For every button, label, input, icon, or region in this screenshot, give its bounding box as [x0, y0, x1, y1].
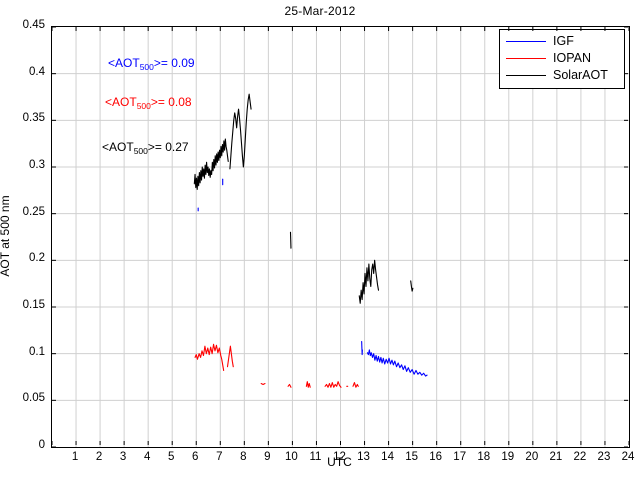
annotation-prefix: <AOT [102, 140, 134, 154]
legend-label: IOPAN [553, 51, 591, 66]
y-tick-label: 0.2 [29, 252, 45, 265]
x-tick-label: 20 [525, 451, 539, 463]
annotation-prefix: <AOT [108, 56, 140, 70]
mean-aot-annotation-0: <AOT500>= 0.09 [108, 56, 195, 72]
annotation-value: >= 0.08 [150, 95, 192, 109]
x-tick-label: 22 [573, 451, 587, 463]
x-tick-label: 5 [168, 451, 175, 463]
data-segment [358, 259, 380, 304]
annotation-prefix: <AOT [105, 95, 137, 109]
x-tick-label: 1 [71, 451, 79, 463]
x-tick-label: 23 [597, 451, 611, 463]
data-segment [361, 340, 363, 356]
y-axis-label-host: AOT at 500 nm [0, 26, 24, 446]
data-segment [287, 383, 292, 388]
y-tick-label: 0.25 [22, 205, 45, 218]
x-tick-label: 8 [240, 451, 247, 463]
data-segment [229, 93, 252, 170]
data-segment [260, 382, 266, 386]
y-tick-label: 0 [38, 439, 45, 451]
mean-aot-annotation-1: <AOT500>= 0.08 [105, 95, 192, 111]
annotation-subscript: 500 [136, 101, 151, 111]
y-tick-label: 0.1 [29, 345, 45, 358]
annotation-subscript: 500 [133, 146, 148, 156]
data-segment [324, 381, 342, 388]
x-tick-label: 9 [264, 451, 271, 463]
x-tick-label: 6 [192, 451, 199, 463]
x-tick-label: 19 [501, 451, 515, 463]
x-tick-label: 16 [429, 451, 443, 463]
y-tick-label: 0.45 [22, 19, 45, 31]
legend-item-igf: IGF [500, 33, 624, 50]
data-series-igf [197, 178, 428, 377]
x-tick-label: 15 [405, 451, 419, 463]
legend-label: IGF [553, 34, 574, 49]
legend-item-solaraot: SolarAOT [500, 67, 624, 84]
x-tick-label: 4 [143, 451, 151, 463]
data-segment [193, 138, 229, 190]
x-axis-label: UTC [327, 455, 352, 469]
x-tick-label: 12 [333, 451, 346, 463]
x-tick-label: 21 [549, 451, 563, 463]
x-tick-label: 24 [621, 451, 635, 463]
legend-color-swatch [506, 41, 546, 42]
data-segment [305, 381, 311, 388]
y-tick-label: 0.35 [22, 112, 45, 125]
mean-aot-annotation-2: <AOT500>= 0.27 [102, 140, 189, 156]
legend-item-iopan: IOPAN [500, 50, 624, 67]
legend: IGF IOPAN SolarAOT [499, 29, 625, 89]
x-tick-label: 18 [477, 451, 491, 463]
x-tick-label: 11 [309, 451, 322, 463]
y-tick-label: 0.05 [22, 392, 45, 405]
x-tick-label: 10 [285, 451, 298, 463]
data-segment [366, 349, 428, 377]
x-tick-label: 7 [216, 451, 223, 463]
annotation-subscript: 500 [139, 62, 154, 72]
legend-color-swatch [506, 58, 546, 59]
legend-color-swatch [506, 75, 546, 76]
x-tick-label: 13 [357, 451, 370, 463]
data-series-iopan [194, 343, 359, 388]
legend-label: SolarAOT [553, 68, 608, 83]
x-tick-label: 2 [95, 451, 103, 463]
y-tick-label: 0.15 [22, 299, 45, 311]
data-series-layer [193, 93, 428, 388]
annotation-value: >= 0.27 [147, 140, 189, 154]
plot-area [51, 26, 630, 448]
data-segment [410, 280, 414, 292]
annotation-value: >= 0.09 [153, 56, 195, 70]
x-tick-label: 17 [453, 451, 467, 463]
data-series-solaraot [193, 93, 414, 304]
chart-title: 25-Mar-2012 [284, 4, 356, 18]
x-tick-label: 14 [381, 451, 394, 463]
data-segment [194, 343, 225, 372]
data-segment [226, 345, 234, 368]
data-segment [352, 382, 359, 388]
y-tick-label: 0.4 [29, 65, 45, 78]
x-tick-label: 3 [119, 451, 127, 463]
grid-lines [52, 27, 629, 447]
y-tick-label: 0.3 [29, 159, 45, 171]
